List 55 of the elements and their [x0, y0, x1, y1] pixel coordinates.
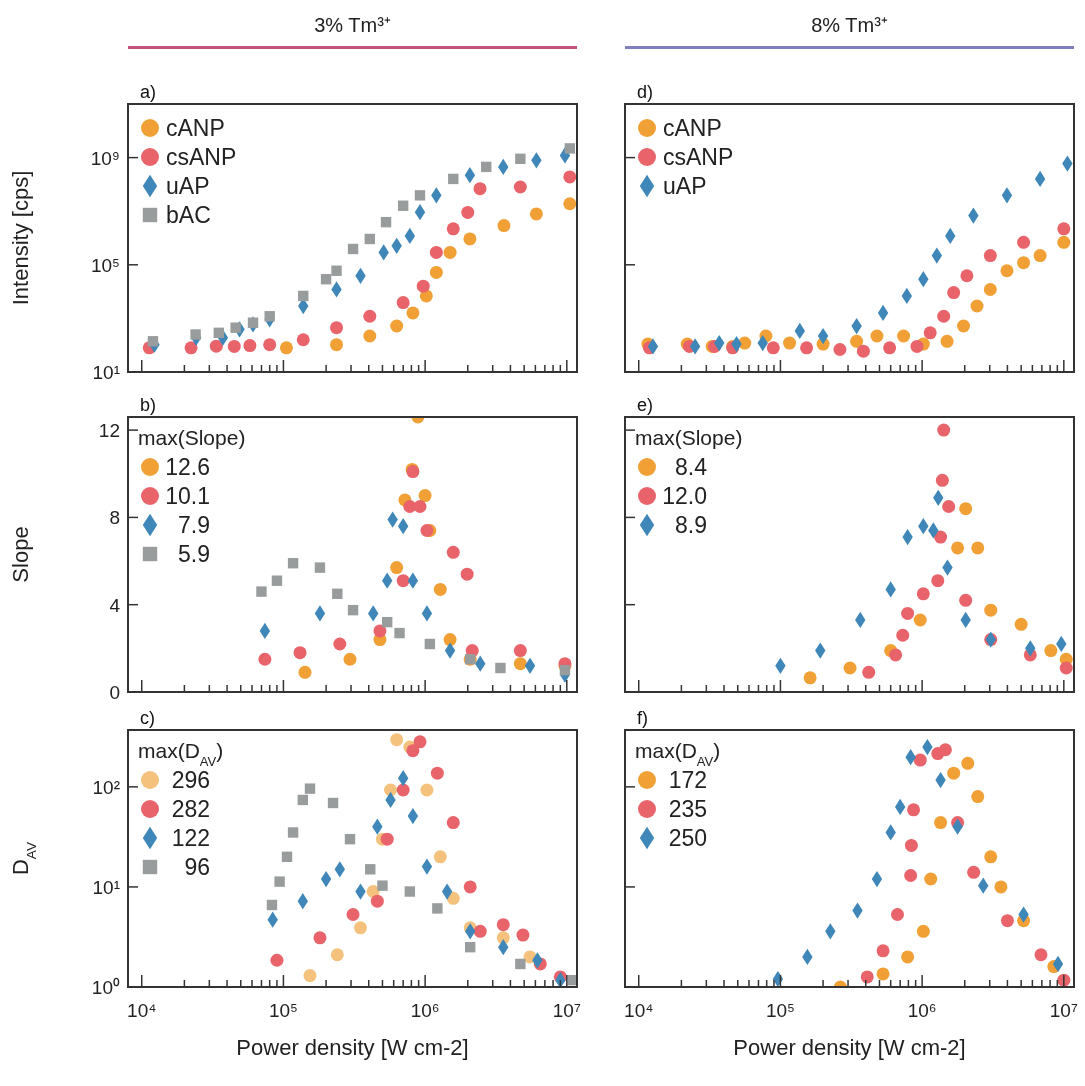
x-tick-label: 10⁴	[127, 1000, 157, 1021]
y-tick-label: 10¹	[92, 876, 120, 898]
legend-label: 235	[668, 796, 707, 822]
chart-title: a)	[140, 82, 157, 102]
legend-title: max(D$_{AV}$)	[635, 739, 721, 769]
legend-label: 7.9	[178, 512, 210, 538]
y-tick-label: 4	[109, 594, 121, 616]
y-tick-label: 10²	[92, 776, 120, 798]
chart-subtitle: 8% Tm³⁺	[811, 14, 888, 36]
legend-label: 8.4	[675, 454, 708, 480]
legend-label: 296	[171, 767, 210, 793]
x-tick-label: 10⁷	[552, 1000, 581, 1021]
legend-label: 122	[171, 825, 210, 851]
legend-label: 12.0	[662, 483, 707, 509]
y-axis-title: Slope	[8, 526, 33, 583]
legend-label: 96	[184, 854, 210, 880]
y-tick-label: 8	[109, 507, 120, 529]
legend-label: 172	[668, 767, 707, 793]
legend-label: uAP	[166, 173, 210, 199]
x-axis-title: Power density [W cm-2]	[236, 1035, 469, 1060]
y-tick-label: 10¹	[92, 362, 120, 383]
x-tick-label: 10⁵	[765, 1000, 795, 1021]
x-tick-label: 10⁶	[907, 1000, 937, 1021]
legend-label: cANP	[663, 115, 722, 141]
legend-label: csANP	[663, 144, 734, 170]
x-tick-label: 10⁶	[410, 1000, 440, 1021]
legend-label: 282	[171, 796, 210, 822]
y-tick-label: 12	[98, 420, 120, 442]
y-tick-label: 10⁹	[90, 147, 120, 169]
x-tick-label: 10⁷	[1049, 1000, 1078, 1021]
legend-label: 12.6	[165, 454, 210, 480]
x-tick-label: 10⁵	[268, 1000, 298, 1021]
legend-title: max(D$_{AV}$)	[138, 739, 224, 769]
y-tick-label: 0	[109, 682, 120, 703]
legend-label: cANP	[166, 115, 225, 141]
x-axis-title: Power density [W cm-2]	[733, 1035, 966, 1060]
legend-label: 10.1	[165, 483, 210, 509]
legend-title: max(Slope)	[138, 426, 246, 449]
chart-title: b)	[140, 395, 157, 415]
legend-label: bAC	[166, 202, 211, 228]
legend-label: 5.9	[178, 541, 210, 567]
y-axis-title: Intensity [cps]	[8, 170, 33, 306]
legend-title: max(Slope)	[635, 426, 743, 449]
y-tick-label: 10⁰	[91, 977, 120, 998]
legend-label: csANP	[166, 144, 237, 170]
legend-label: uAP	[663, 173, 707, 199]
chart-title: d)	[637, 82, 654, 102]
chart-subtitle: 3% Tm³⁺	[314, 14, 391, 36]
chart-title: c)	[140, 708, 155, 728]
legend-label: 8.9	[675, 512, 707, 538]
legend-label: 250	[668, 825, 707, 851]
chart-title: e)	[637, 395, 654, 415]
y-tick-label: 10⁵	[90, 254, 120, 276]
x-tick-label: 10⁴	[624, 1000, 654, 1021]
chart-title: f)	[637, 708, 648, 728]
